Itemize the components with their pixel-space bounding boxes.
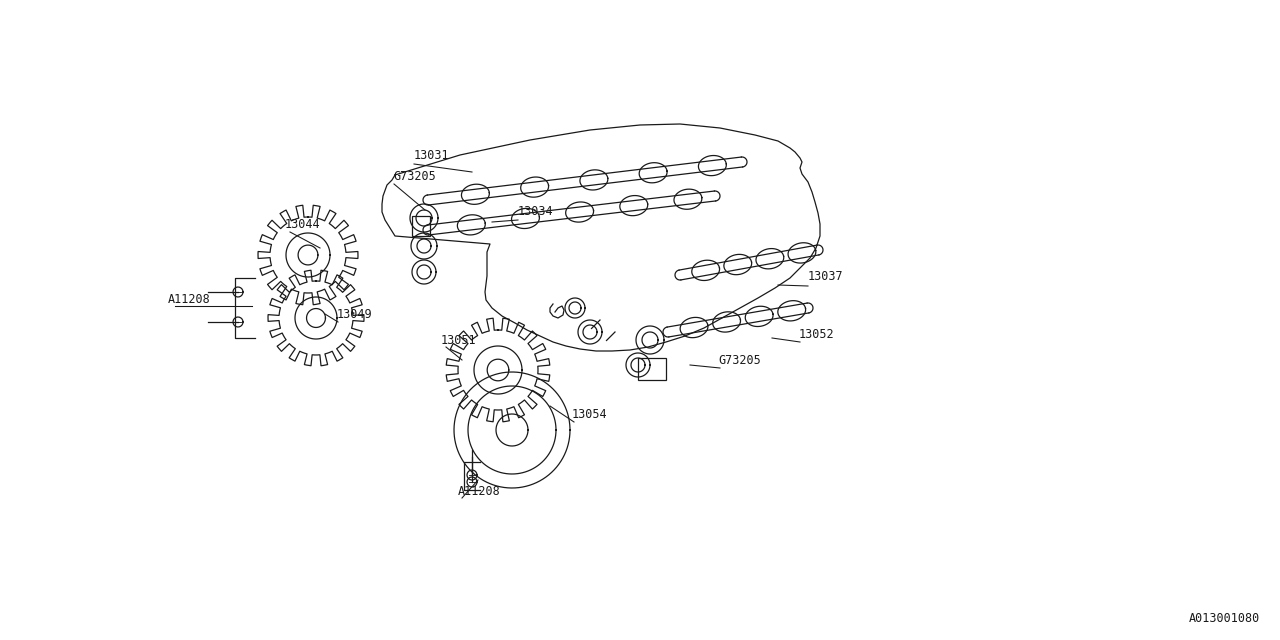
Text: 13049: 13049 xyxy=(337,308,372,321)
Text: A11208: A11208 xyxy=(168,293,211,306)
Bar xyxy=(637,358,666,380)
Text: 13044: 13044 xyxy=(285,218,320,231)
Text: 13052: 13052 xyxy=(799,328,835,341)
Text: 13037: 13037 xyxy=(808,270,844,283)
Text: G73205: G73205 xyxy=(393,170,435,183)
Text: 13031: 13031 xyxy=(413,149,449,162)
Bar xyxy=(412,216,430,236)
Text: 13054: 13054 xyxy=(572,408,608,421)
Text: A013001080: A013001080 xyxy=(1189,612,1260,625)
Text: 13034: 13034 xyxy=(518,205,554,218)
Text: A11208: A11208 xyxy=(458,485,500,498)
Text: 13051: 13051 xyxy=(442,334,476,347)
Text: G73205: G73205 xyxy=(718,354,760,367)
